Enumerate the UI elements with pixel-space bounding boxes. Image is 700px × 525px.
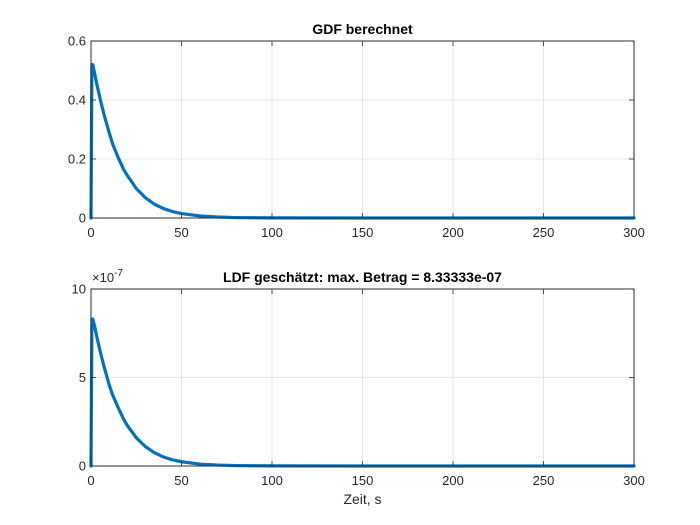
y-tick-label: 10 (72, 282, 86, 297)
y-tick-label: 0 (79, 211, 86, 226)
y-tick-label: 0 (79, 459, 86, 474)
x-tick-label: 250 (533, 473, 555, 488)
y-tick-label: 0.4 (68, 93, 86, 108)
x-tick-label: 250 (533, 225, 555, 240)
axes-ldf: 0 50 100 150 200 250 300 0 5 10 ×10-7 LDF geschätzt… (72, 268, 645, 507)
x-axis-label: Zeit, s (343, 491, 381, 507)
y-exponent-base: ×10 (92, 270, 114, 285)
y-tick-label: 0.2 (68, 152, 86, 167)
x-tick-label: 100 (261, 473, 283, 488)
x-tick-label: 0 (87, 225, 94, 240)
x-tick-label: 0 (87, 473, 94, 488)
y-exponent-label: ×10-7 (92, 268, 123, 285)
x-tick-label: 50 (174, 225, 188, 240)
y-tick-label: 0.6 (68, 34, 86, 49)
x-tick-label: 150 (352, 473, 374, 488)
y-tick-label: 5 (79, 370, 86, 385)
x-tick-label: 200 (442, 473, 464, 488)
x-tick-label: 300 (623, 473, 645, 488)
x-tick-label: 200 (442, 225, 464, 240)
axes-gdf: 0 50 100 150 200 250 300 0 0.2 0.4 0.6 GDF berechne… (68, 21, 645, 240)
chart-title: LDF geschätzt: max. Betrag = 8.33333e-07 (223, 269, 502, 285)
x-tick-label: 100 (261, 225, 283, 240)
chart-title: GDF berechnet (312, 21, 413, 37)
x-tick-label: 150 (352, 225, 374, 240)
y-exponent-power: -7 (114, 268, 123, 279)
x-tick-label: 300 (623, 225, 645, 240)
x-tick-label: 50 (174, 473, 188, 488)
